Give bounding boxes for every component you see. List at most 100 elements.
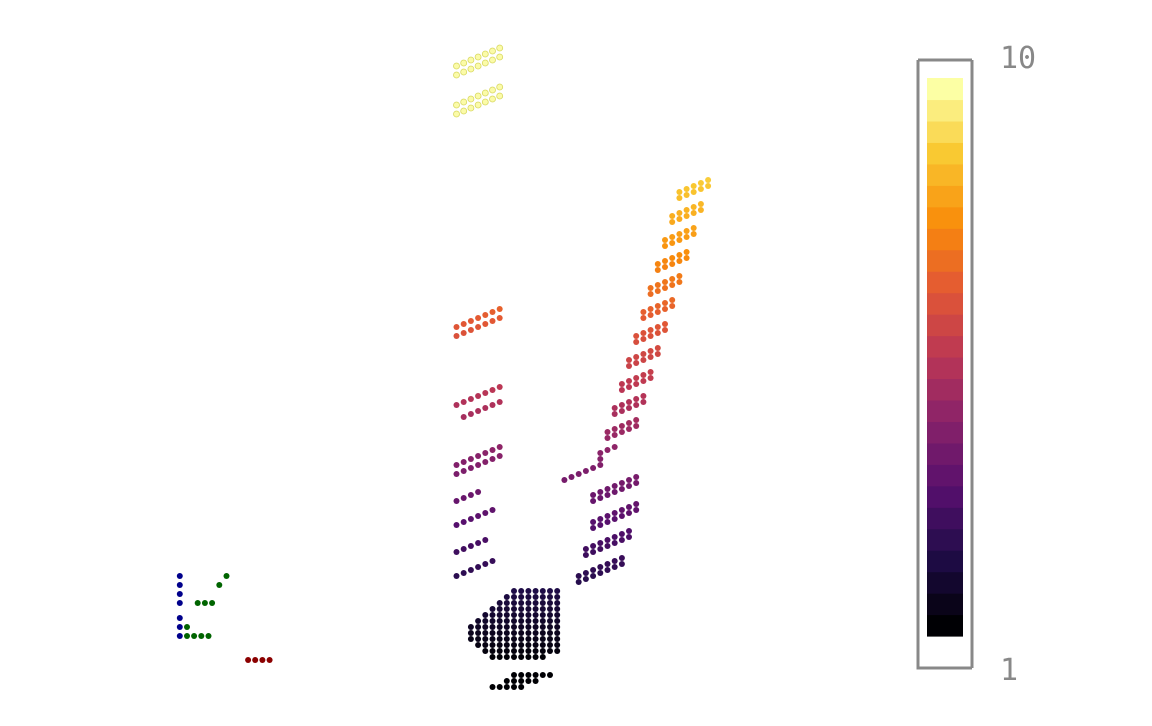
- data-point: [669, 219, 676, 225]
- data-point: [511, 654, 517, 660]
- data-point: [554, 612, 561, 618]
- colorbar-step: [927, 120, 963, 143]
- data-point: [503, 612, 510, 618]
- z-axis-marker-point: [198, 633, 205, 639]
- data-point: [669, 240, 676, 246]
- data-point: [633, 375, 640, 381]
- data-point: [604, 537, 611, 543]
- data-point: [481, 59, 489, 67]
- data-point: [489, 447, 496, 453]
- data-point: [582, 552, 589, 558]
- data-point: [482, 630, 489, 636]
- data-point: [647, 375, 654, 381]
- data-point: [618, 531, 625, 537]
- data-point: [489, 47, 496, 55]
- data-point: [482, 561, 489, 567]
- z-axis-marker-point: [223, 573, 230, 579]
- data-point: [662, 327, 668, 333]
- data-point: [518, 612, 525, 618]
- data-point: [460, 519, 467, 525]
- data-point: [489, 318, 496, 324]
- data-point: [475, 324, 482, 330]
- data-point: [597, 540, 604, 546]
- data-point: [489, 309, 496, 315]
- data-point: [511, 612, 517, 618]
- data-point: [496, 648, 503, 654]
- data-point: [475, 408, 482, 414]
- data-point: [590, 519, 597, 525]
- data-point: [626, 510, 632, 516]
- data-point: [489, 618, 496, 624]
- data-point: [626, 378, 632, 384]
- data-point: [633, 360, 640, 366]
- data-point: [474, 62, 482, 70]
- data-point: [662, 243, 668, 249]
- data-point: [511, 630, 517, 636]
- data-point: [511, 618, 517, 624]
- data-point: [481, 98, 489, 106]
- colorbar-step: [927, 271, 963, 294]
- data-point: [539, 618, 546, 624]
- data-point: [654, 267, 661, 273]
- data-point: [496, 684, 503, 690]
- data-point: [590, 525, 597, 531]
- data-point: [554, 588, 561, 594]
- data-point: [554, 594, 561, 600]
- data-point: [633, 423, 640, 429]
- data-point: [590, 492, 597, 498]
- data-point: [518, 606, 525, 612]
- data-point: [489, 387, 496, 393]
- data-point: [467, 65, 475, 73]
- data-point: [604, 435, 611, 441]
- data-point: [582, 570, 589, 576]
- data-point: [453, 402, 460, 408]
- data-point: [511, 600, 517, 606]
- data-point: [489, 654, 496, 660]
- data-point: [525, 678, 532, 684]
- data-point: [532, 588, 539, 594]
- data-point: [547, 648, 553, 654]
- data-point: [525, 630, 532, 636]
- data-point: [626, 528, 632, 534]
- data-point: [647, 285, 654, 291]
- data-point: [511, 684, 517, 690]
- data-point: [467, 636, 474, 642]
- data-point: [518, 642, 525, 648]
- data-point: [654, 324, 661, 330]
- data-point: [618, 555, 625, 561]
- data-point: [481, 50, 489, 58]
- data-point: [618, 513, 625, 519]
- data-point: [604, 492, 611, 498]
- data-point: [654, 261, 661, 267]
- data-point: [690, 183, 697, 189]
- data-point: [690, 231, 697, 237]
- data-point: [475, 636, 482, 642]
- data-point: [626, 504, 632, 510]
- data-point: [654, 282, 661, 288]
- data-point: [518, 636, 525, 642]
- data-point: [611, 510, 618, 516]
- data-point: [626, 477, 632, 483]
- data-point: [582, 468, 589, 474]
- data-point: [662, 306, 668, 312]
- data-point: [475, 564, 482, 570]
- data-point: [482, 405, 489, 411]
- data-point: [482, 312, 489, 318]
- data-point: [475, 315, 482, 321]
- data-point: [489, 612, 496, 618]
- data-point: [525, 606, 532, 612]
- colorbar-step: [927, 507, 963, 530]
- data-point: [597, 570, 604, 576]
- data-point: [496, 83, 504, 91]
- data-point: [539, 624, 546, 630]
- y-axis-marker-point: [176, 573, 183, 579]
- data-point: [618, 381, 625, 387]
- data-point: [705, 183, 712, 189]
- data-point: [604, 486, 611, 492]
- data-point: [590, 465, 597, 471]
- data-point: [460, 414, 467, 420]
- data-point: [532, 594, 539, 600]
- data-point: [590, 567, 597, 573]
- data-point: [547, 600, 553, 606]
- data-point: [647, 291, 654, 297]
